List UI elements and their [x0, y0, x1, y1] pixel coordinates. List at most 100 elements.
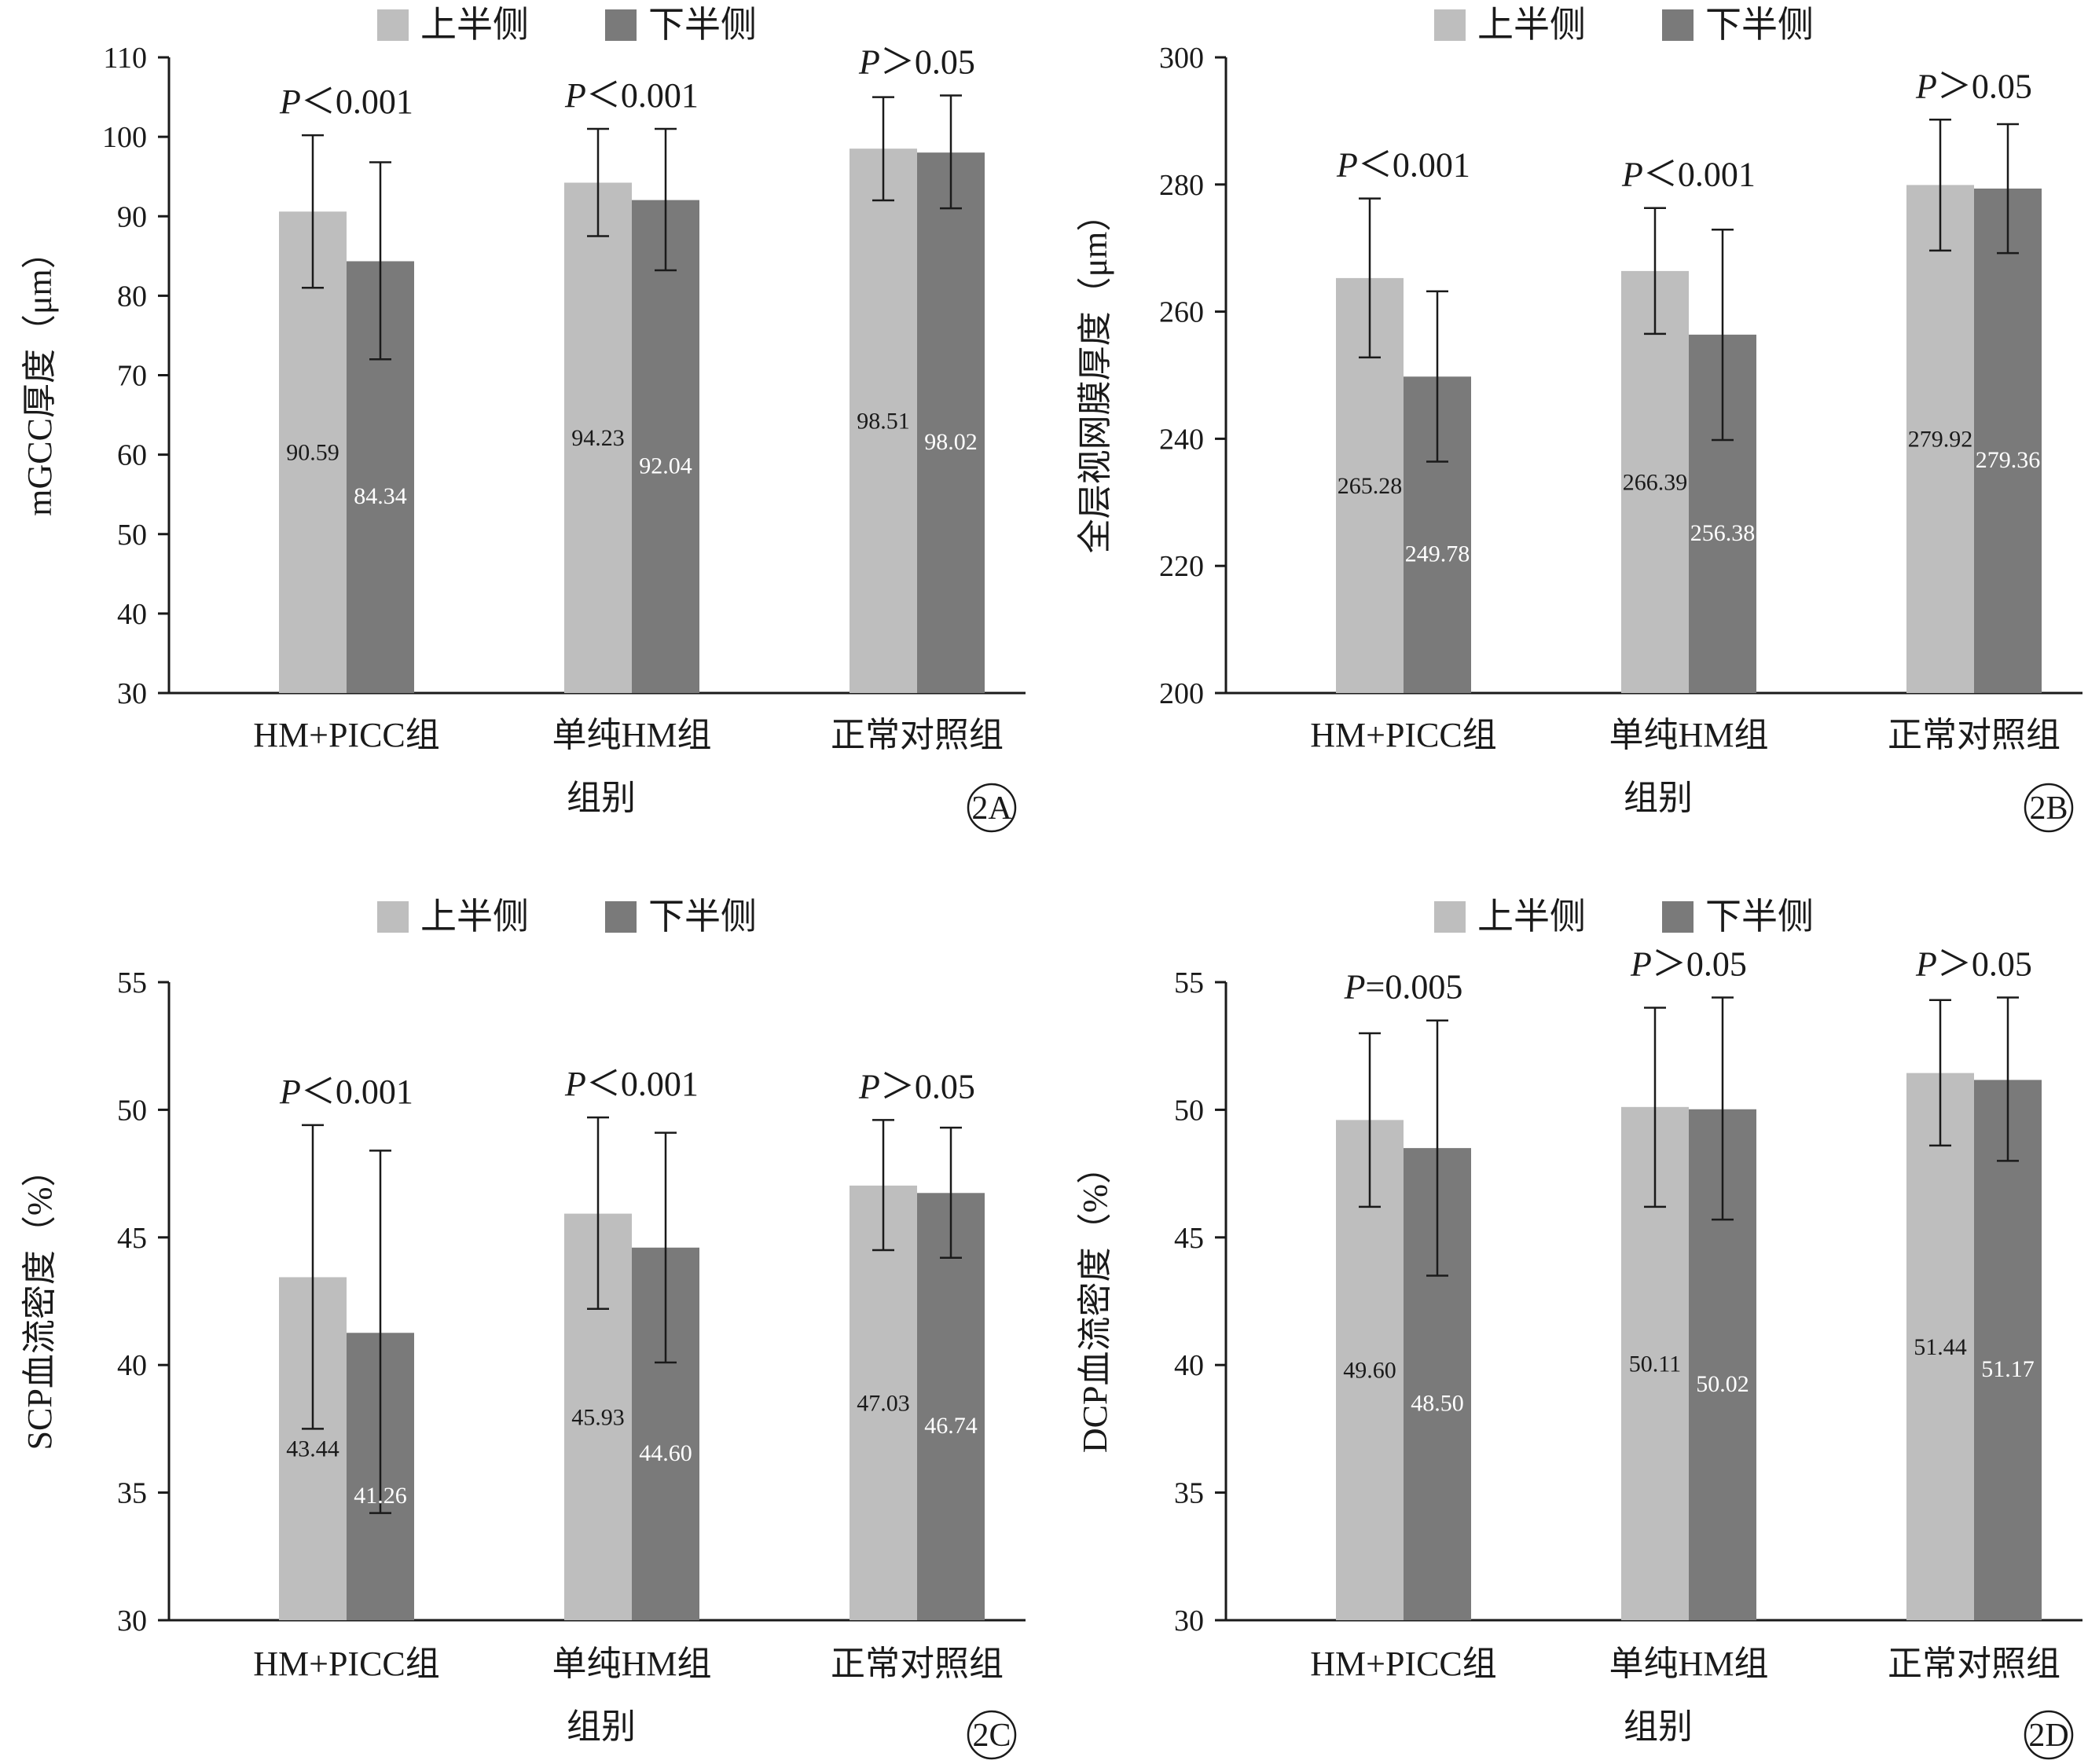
y-tick-label: 55 [1174, 966, 1204, 999]
y-tick-label: 260 [1159, 296, 1204, 329]
p-value-annotation: P＜0.001 [564, 1065, 699, 1103]
panel-tag: 2C [972, 1718, 1011, 1754]
legend: 上半侧 下半侧 [377, 897, 757, 937]
x-category-label: 正常对照组 [831, 716, 1004, 754]
y-tick-label: 200 [1159, 677, 1204, 710]
bar-value-label-lower: 92.04 [639, 453, 692, 479]
bar-value-label-upper: 98.51 [857, 409, 910, 435]
p-value-annotation: P＞0.05 [1915, 67, 2032, 105]
bar-value-label-upper: 47.03 [857, 1390, 910, 1416]
x-category-label: HM+PICC组 [1310, 1645, 1497, 1683]
legend: 上半侧 下半侧 [377, 5, 757, 45]
legend-swatch-upper [1434, 9, 1466, 41]
p-value-annotation: P＜0.001 [279, 83, 413, 121]
bar-value-label-lower: 98.02 [924, 429, 978, 455]
y-tick-label: 45 [1174, 1222, 1204, 1255]
bar-value-label-upper: 50.11 [1629, 1351, 1681, 1377]
legend: 上半侧 下半侧 [1434, 5, 1814, 45]
bar-value-label-lower: 249.78 [1405, 541, 1470, 567]
y-tick-label: 30 [1174, 1604, 1204, 1637]
y-tick-label: 45 [117, 1222, 147, 1255]
y-tick-label: 40 [1174, 1349, 1204, 1382]
bar-value-label-upper: 94.23 [571, 425, 625, 451]
y-axis-title: 全层视网膜厚度（μm） [1076, 197, 1114, 554]
legend-label-lower: 下半侧 [1705, 897, 1814, 937]
bar-upper [850, 1185, 917, 1620]
x-axis-title: 组别 [1624, 1707, 1693, 1746]
x-category-label: 正常对照组 [831, 1645, 1004, 1683]
y-tick-label: 35 [1174, 1477, 1204, 1510]
p-value-annotation: P＞0.05 [1630, 944, 1747, 983]
legend-swatch-upper [377, 901, 409, 933]
y-tick-label: 35 [117, 1477, 147, 1510]
bar-value-label-upper: 266.39 [1623, 469, 1688, 495]
panel-tag-circle [967, 1710, 1017, 1760]
bar-lower [1974, 1080, 2042, 1620]
y-tick-label: 50 [117, 519, 147, 552]
y-tick-label: 100 [102, 121, 147, 154]
p-value-annotation: P＜0.001 [279, 1073, 413, 1111]
bar-value-label-lower: 46.74 [924, 1413, 978, 1439]
bar-value-label-lower: 48.50 [1411, 1391, 1464, 1417]
bar-upper [1621, 270, 1689, 693]
y-axis-title: SCP血流密度（%） [20, 1153, 59, 1450]
panel-tag: 2B [2029, 790, 2068, 827]
p-value-annotation: P＜0.001 [1621, 156, 1756, 194]
legend-label-upper: 上半侧 [420, 5, 529, 45]
x-category-label: 单纯HM组 [552, 716, 712, 754]
x-category-label: 单纯HM组 [1609, 1645, 1769, 1683]
bar-lower [917, 1193, 985, 1620]
y-tick-label: 30 [117, 677, 147, 710]
y-axis-title: DCP血流密度（%） [1076, 1150, 1114, 1453]
p-value-annotation: P＜0.001 [564, 76, 699, 115]
p-value-annotation: P＞0.05 [858, 43, 975, 82]
y-tick-label: 55 [117, 966, 147, 999]
legend-swatch-lower [605, 901, 637, 933]
legend-swatch-lower [1662, 9, 1694, 41]
x-category-label: HM+PICC组 [253, 716, 440, 754]
legend-swatch-upper [1434, 901, 1466, 933]
bar-value-label-upper: 90.59 [286, 440, 339, 466]
bar-value-label-upper: 49.60 [1343, 1358, 1396, 1384]
y-tick-label: 60 [117, 439, 147, 472]
bar-upper [1906, 185, 1974, 693]
y-tick-label: 220 [1159, 550, 1204, 583]
bar-upper [564, 182, 632, 693]
bar-value-label-lower: 41.26 [354, 1483, 407, 1509]
x-category-label: 单纯HM组 [552, 1645, 712, 1683]
panel-2b: 200 220 240 260 280 300 全层视网膜厚度（μm） 组别 上半侧 下半侧 265… [1076, 5, 2082, 833]
bar-lower [632, 200, 699, 694]
y-tick-label: 240 [1159, 423, 1204, 456]
y-tick-label: 50 [117, 1094, 147, 1127]
bar-value-label-upper: 265.28 [1338, 473, 1403, 499]
legend-label-upper: 上半侧 [1477, 897, 1586, 937]
y-tick-label: 90 [117, 200, 147, 233]
bar-value-label-lower: 84.34 [354, 483, 407, 509]
bar-lower [917, 152, 985, 693]
panel-2a: 30 40 50 60 70 80 90 100 110 mGCC厚度（μm） 组别 上半侧 下半侧 90… [20, 5, 1026, 833]
bar-value-label-upper: 279.92 [1908, 427, 1973, 453]
legend-swatch-lower [605, 9, 637, 41]
p-value-annotation: P＞0.05 [1915, 944, 2032, 983]
bar-value-label-upper: 51.44 [1914, 1334, 1967, 1360]
y-tick-label: 70 [117, 360, 147, 393]
x-category-label: HM+PICC组 [1310, 716, 1497, 754]
y-tick-label: 280 [1159, 169, 1204, 202]
legend-swatch-lower [1662, 901, 1694, 933]
legend: 上半侧 下半侧 [1434, 897, 1814, 937]
legend-label-upper: 上半侧 [1477, 5, 1586, 45]
y-tick-label: 110 [103, 42, 147, 75]
bar-upper [850, 149, 917, 693]
y-tick-label: 80 [117, 280, 147, 313]
y-tick-label: 40 [117, 1349, 147, 1382]
bar-value-label-lower: 279.36 [1976, 447, 2041, 473]
x-category-label: HM+PICC组 [253, 1645, 440, 1683]
legend-label-lower: 下半侧 [648, 897, 757, 937]
bar-value-label-upper: 45.93 [571, 1404, 625, 1430]
legend-label-upper: 上半侧 [420, 897, 529, 937]
panel-2c: 30 35 40 45 50 55 SCP血流密度（%） 组别 上半侧 下半侧 43.44 41.26… [20, 897, 1026, 1760]
x-axis-title: 组别 [1624, 779, 1693, 817]
bar-value-label-lower: 50.02 [1696, 1371, 1749, 1397]
